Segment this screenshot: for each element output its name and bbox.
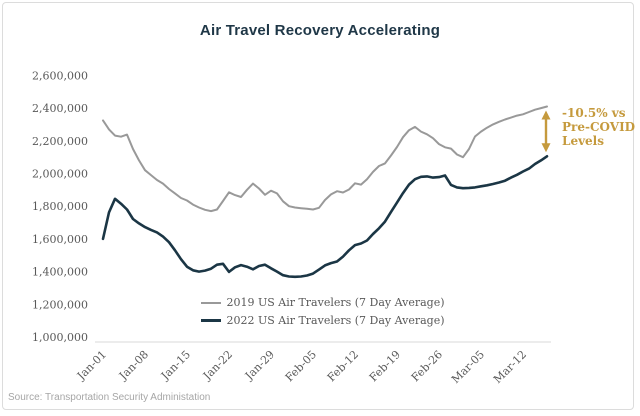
x-tick-label-0: Jan-01 bbox=[74, 348, 109, 383]
x-tick-label-6: Feb-12 bbox=[325, 348, 361, 384]
annotation-line-3: Levels bbox=[562, 134, 604, 148]
legend-label-2022: 2022 US Air Travelers (7 Day Average) bbox=[226, 314, 445, 327]
y-tick-label-8: 1,000,000 bbox=[32, 331, 88, 344]
x-tick-label-1: Jan-08 bbox=[116, 348, 151, 383]
legend-item-2022: 2022 US Air Travelers (7 Day Average) bbox=[201, 314, 445, 327]
y-tick-label-6: 1,400,000 bbox=[32, 266, 88, 279]
annotation-line-2: Pre-COVID bbox=[562, 120, 636, 134]
chart-title: Air Travel Recovery Accelerating bbox=[199, 22, 441, 39]
y-tick-label-1: 2,400,000 bbox=[32, 102, 88, 115]
source-attribution: Source: Transportation Security Administ… bbox=[8, 392, 211, 403]
gap-arrow-head-up bbox=[541, 110, 551, 120]
legend-item-2019: 2019 US Air Travelers (7 Day Average) bbox=[201, 296, 445, 309]
gap-arrow-head-down bbox=[541, 143, 551, 153]
x-tick-label-4: Jan-29 bbox=[242, 348, 277, 383]
x-tick-label-7: Feb-19 bbox=[367, 348, 403, 384]
y-tick-label-3: 2,000,000 bbox=[32, 168, 88, 181]
y-tick-label-7: 1,200,000 bbox=[32, 298, 88, 311]
y-tick-label-2: 2,200,000 bbox=[32, 135, 88, 148]
x-tick-label-8: Feb-26 bbox=[409, 348, 445, 384]
x-tick-label-2: Jan-15 bbox=[158, 348, 193, 383]
legend-swatch-2022-line bbox=[201, 319, 222, 322]
series-line-2019 bbox=[102, 105, 548, 213]
y-tick-label-4: 1,800,000 bbox=[32, 200, 88, 213]
series-line-2022 bbox=[101, 155, 549, 279]
gap-annotation: -10.5% vs Pre-COVID Levels bbox=[562, 106, 636, 148]
x-tick-label-3: Jan-22 bbox=[200, 348, 235, 383]
legend-label-2019: 2019 US Air Travelers (7 Day Average) bbox=[226, 296, 445, 309]
annotation-line-1: -10.5% vs bbox=[562, 106, 626, 120]
x-tick-label-10: Mar-12 bbox=[491, 348, 529, 386]
chart-legend: 2019 US Air Travelers (7 Day Average) 20… bbox=[95, 296, 551, 327]
x-tick-label-5: Feb-05 bbox=[283, 348, 319, 384]
y-tick-label-5: 1,600,000 bbox=[32, 233, 88, 246]
x-tick-label-9: Mar-05 bbox=[449, 348, 487, 386]
legend-swatch-2019-line bbox=[201, 301, 222, 304]
y-tick-label-0: 2,600,000 bbox=[32, 69, 88, 82]
